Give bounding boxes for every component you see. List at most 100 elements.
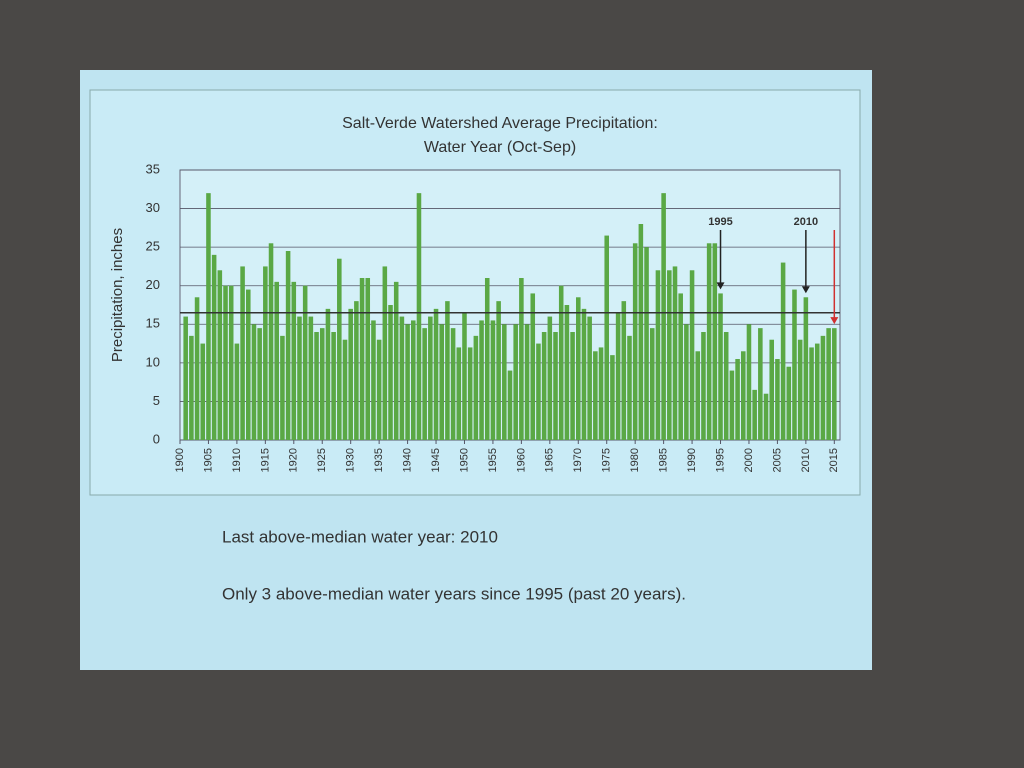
annotation-arrowhead (716, 282, 725, 290)
bar (723, 332, 729, 440)
bar (820, 335, 826, 440)
bar (217, 270, 223, 440)
bar (553, 332, 558, 440)
y-tick-label: 5 (153, 393, 160, 408)
bar (228, 285, 234, 440)
bar (433, 308, 439, 440)
bar (541, 332, 547, 440)
note: Only 3 above-median water years since 19… (222, 584, 686, 603)
bar (797, 339, 803, 440)
bar (718, 293, 723, 440)
bar (411, 320, 416, 440)
bar (507, 370, 513, 440)
bar (809, 347, 814, 440)
bar (388, 305, 393, 440)
bar (695, 351, 701, 440)
bar (735, 359, 740, 440)
bar (399, 316, 405, 440)
bar (263, 266, 268, 440)
bar (780, 262, 786, 440)
bar (564, 305, 570, 440)
x-tick-label: 1995 (714, 448, 726, 472)
y-tick-label: 25 (146, 239, 160, 254)
bar (615, 312, 621, 440)
bar (359, 278, 365, 440)
x-tick-label: 1920 (288, 448, 300, 472)
x-tick-label: 1930 (345, 448, 357, 472)
bar (450, 328, 456, 440)
bar (200, 343, 206, 440)
bar (775, 359, 780, 440)
x-tick-label: 1970 (572, 448, 584, 472)
x-tick-label: 1960 (515, 448, 527, 472)
bar (268, 243, 274, 440)
bar (319, 328, 325, 440)
bar (593, 351, 598, 440)
x-tick-label: 1945 (430, 448, 442, 472)
bar (536, 343, 541, 440)
annotation-arrowhead (801, 286, 810, 294)
bar (729, 370, 735, 440)
bar (416, 193, 422, 440)
bar (706, 243, 712, 440)
bar (701, 332, 706, 440)
bar (598, 347, 604, 440)
x-tick-label: 1975 (601, 448, 613, 472)
bar (183, 316, 188, 440)
bar (484, 278, 490, 440)
bar (348, 308, 353, 440)
x-tick-label: 1980 (629, 448, 641, 472)
y-tick-label: 30 (146, 200, 160, 215)
bar (382, 266, 388, 440)
bar (285, 251, 291, 440)
bar (280, 335, 285, 440)
bar (627, 335, 632, 440)
bar (832, 328, 837, 440)
bar (558, 285, 564, 440)
bar (206, 193, 211, 440)
x-tick-label: 1925 (316, 448, 328, 472)
bar (274, 281, 279, 440)
x-tick-label: 1905 (202, 448, 214, 472)
bar (393, 281, 399, 440)
bar (246, 289, 251, 440)
bar (371, 320, 376, 440)
bar (445, 301, 450, 440)
bar (746, 324, 752, 440)
bar (240, 266, 245, 440)
note: Last above-median water year: 2010 (222, 527, 498, 546)
bar (826, 328, 831, 440)
bar (786, 366, 792, 440)
x-tick-label: 1935 (373, 448, 385, 472)
y-tick-label: 35 (146, 161, 160, 176)
bar (257, 328, 262, 440)
bar (576, 297, 581, 440)
bar (462, 312, 467, 440)
bar (604, 235, 609, 440)
bar (638, 224, 644, 440)
bar (251, 324, 257, 440)
x-tick-label: 2010 (800, 448, 812, 472)
bar (763, 393, 769, 440)
bar (405, 324, 410, 440)
bar (422, 328, 427, 440)
x-tick-label: 1950 (458, 448, 470, 472)
bar (428, 316, 433, 440)
bar (354, 301, 359, 440)
bar (479, 320, 484, 440)
bar (365, 278, 371, 440)
bar (792, 289, 797, 440)
bar (655, 270, 661, 440)
bar (649, 328, 655, 440)
bar (189, 335, 194, 440)
bar (712, 243, 718, 440)
bar (678, 293, 683, 440)
bar (490, 320, 496, 440)
bar (814, 343, 820, 440)
bar (587, 316, 592, 440)
bar (672, 266, 678, 440)
bar (581, 308, 587, 440)
chart-subtitle: Water Year (Oct-Sep) (424, 139, 576, 156)
bar (803, 297, 809, 440)
